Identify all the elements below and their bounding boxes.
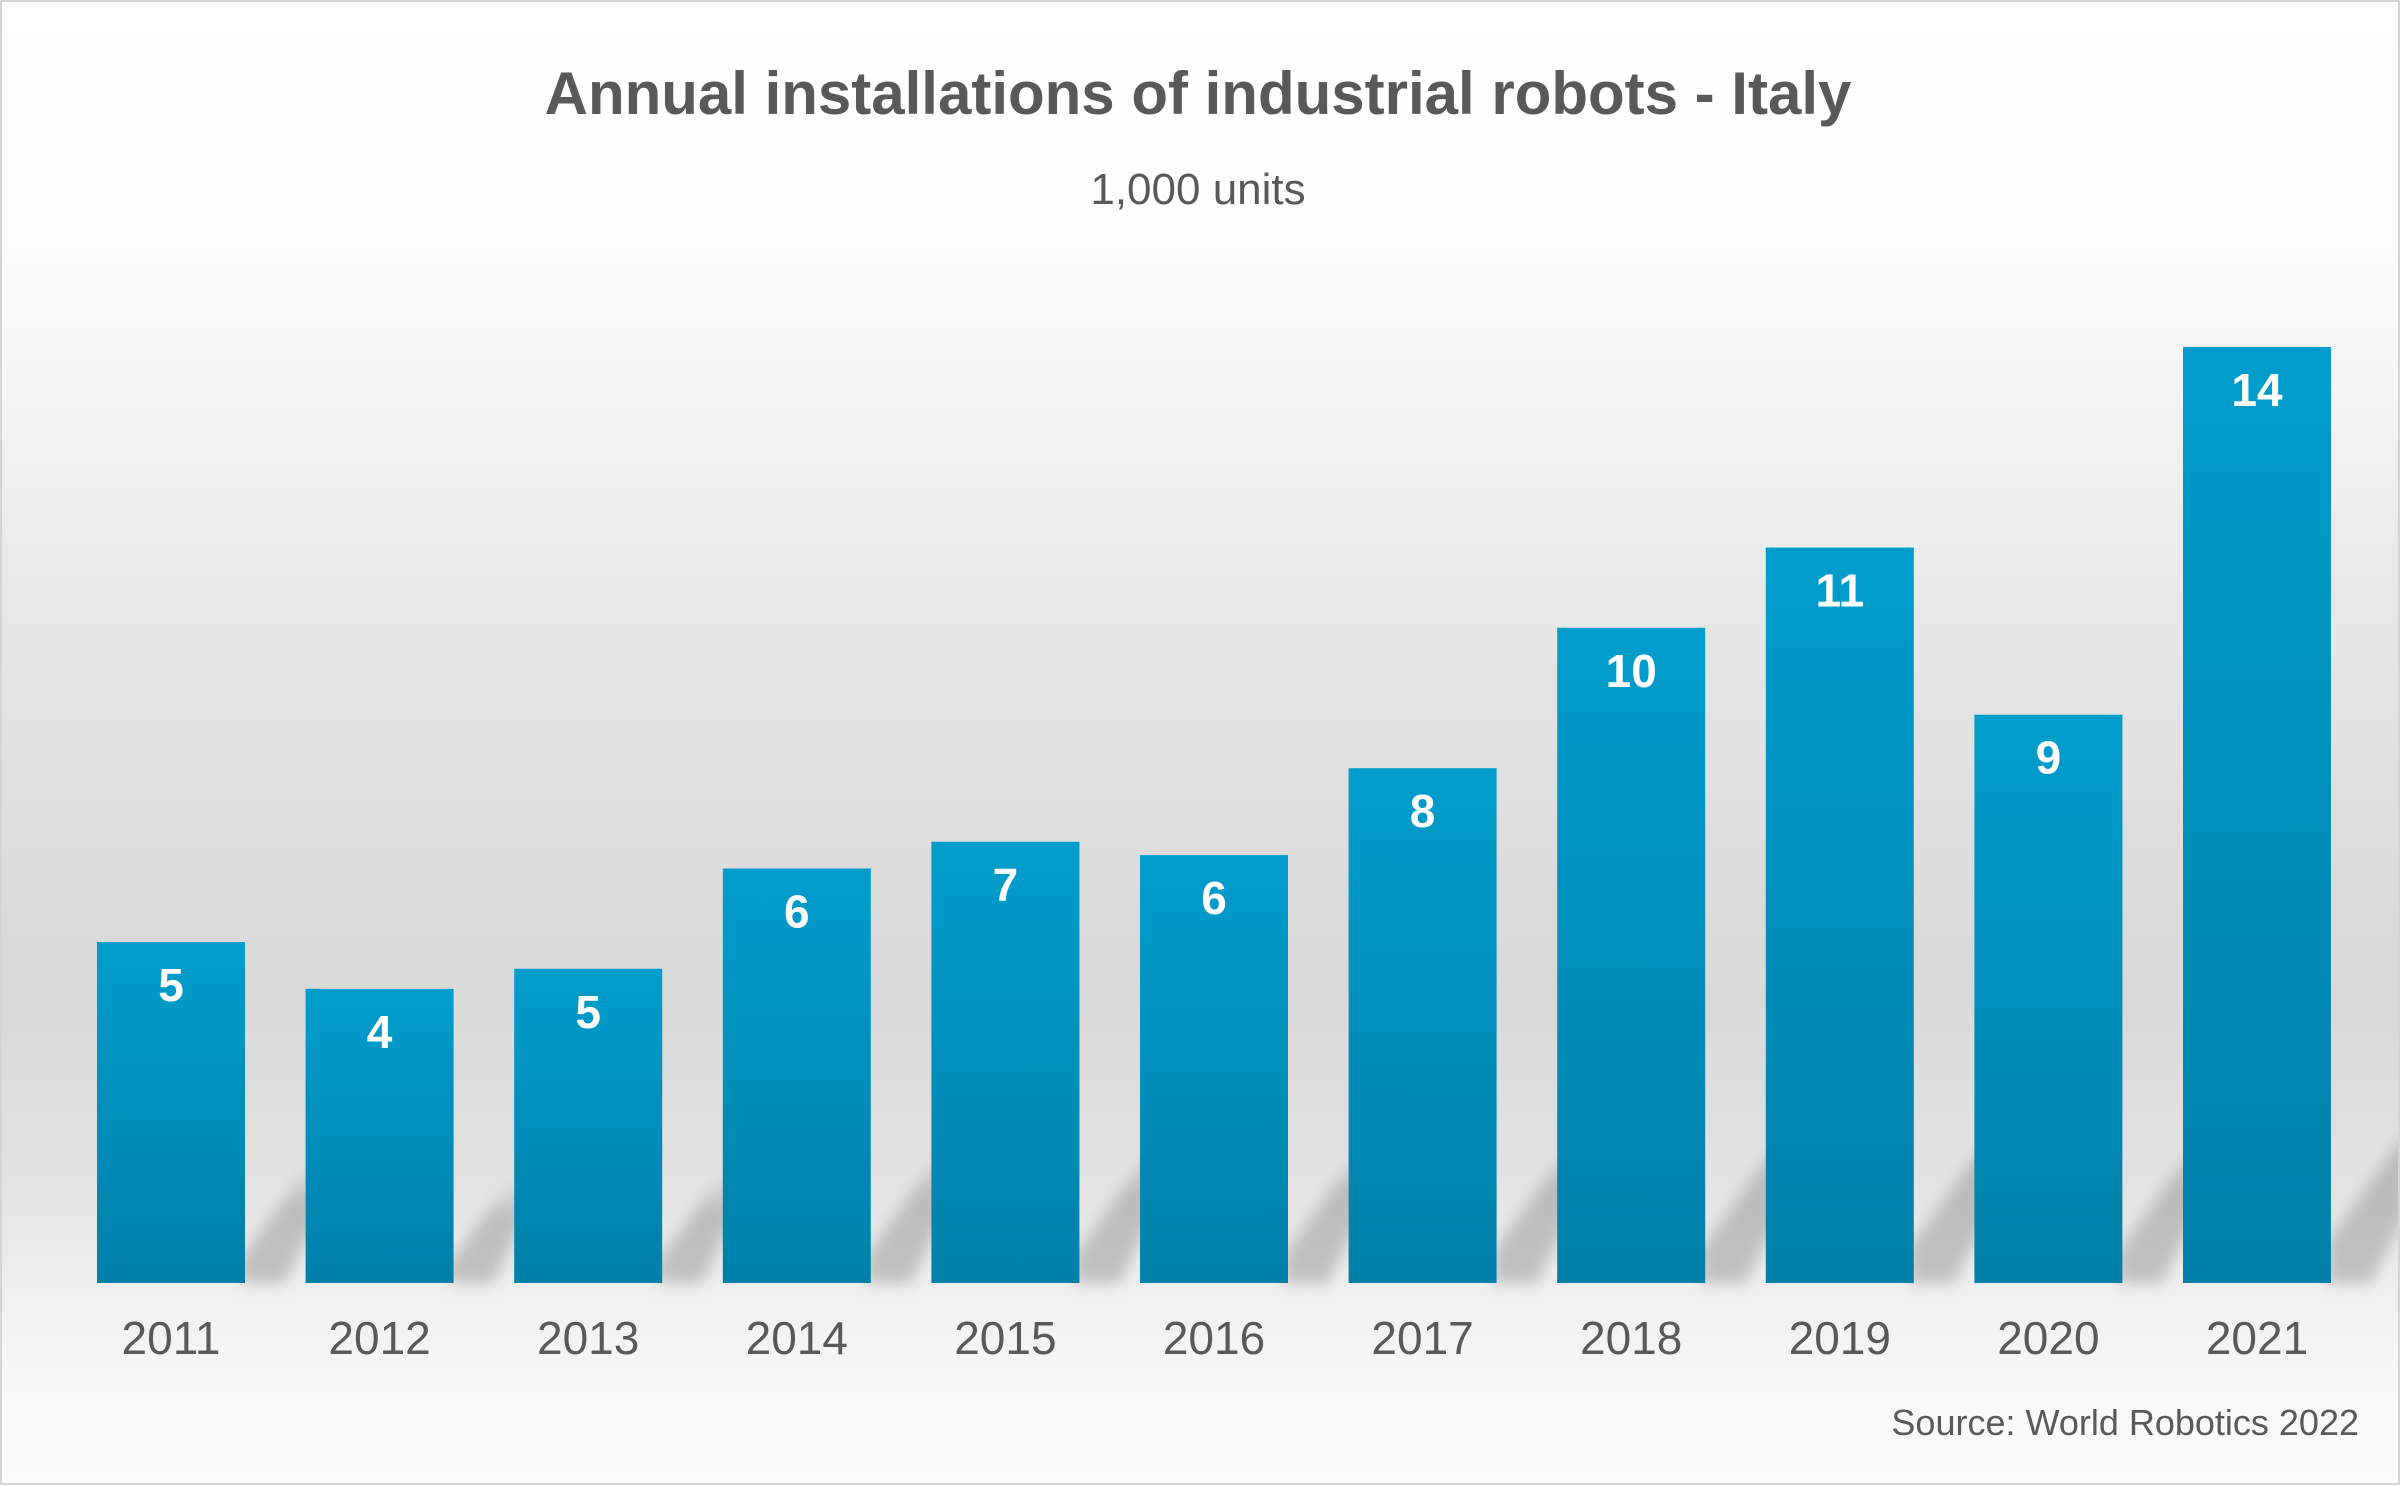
data-label: 9 xyxy=(2036,732,2062,784)
x-tick-label: 2017 xyxy=(1371,1312,1473,1364)
data-label: 8 xyxy=(1410,785,1436,837)
bar-2020 xyxy=(1974,714,2123,1283)
x-tick-label: 2012 xyxy=(328,1312,430,1364)
bar-2018 xyxy=(1557,627,1706,1283)
bar-2011 xyxy=(97,942,245,1283)
source-note: Source: World Robotics 2022 xyxy=(1891,1402,2359,1443)
x-tick-label: 2016 xyxy=(1163,1312,1265,1364)
bars-group xyxy=(97,347,2331,1283)
data-label: 5 xyxy=(575,986,601,1038)
bar-2019 xyxy=(1765,547,1914,1283)
data-label: 6 xyxy=(784,885,810,937)
x-tick-label: 2014 xyxy=(746,1312,848,1364)
x-tick-label: 2019 xyxy=(1789,1312,1891,1364)
bar-2012 xyxy=(305,988,454,1283)
x-tick-label: 2015 xyxy=(954,1312,1056,1364)
bar-2017 xyxy=(1348,768,1497,1283)
bar-2016 xyxy=(1140,855,1288,1283)
data-label: 14 xyxy=(2231,364,2283,416)
bar-2021 xyxy=(2183,347,2331,1283)
data-label: 7 xyxy=(993,859,1019,911)
bar-2014 xyxy=(722,868,871,1283)
data-label: 4 xyxy=(367,1006,393,1058)
chart-subtitle: 1,000 units xyxy=(1090,165,1305,214)
data-label: 6 xyxy=(1201,872,1227,924)
data-label: 10 xyxy=(1606,645,1657,697)
chart-title: Annual installations of industrial robot… xyxy=(545,60,1852,127)
bar-shadow xyxy=(2327,1143,2398,1283)
bar-2015 xyxy=(931,841,1080,1283)
x-tick-label: 2011 xyxy=(122,1312,221,1364)
data-label: 5 xyxy=(158,959,184,1011)
data-labels-group: 5 4 5 6 7 6 8 10 11 9 14 xyxy=(158,364,2283,1058)
bar-2013 xyxy=(514,968,663,1283)
data-label: 11 xyxy=(1815,565,1864,617)
x-axis-ticks: 2011 2012 2013 2014 2015 2016 2017 2018 2019 2020… xyxy=(122,1312,2309,1364)
x-tick-label: 2013 xyxy=(537,1312,639,1364)
x-tick-label: 2018 xyxy=(1580,1312,1682,1364)
x-tick-label: 2021 xyxy=(2206,1312,2308,1364)
x-tick-label: 2020 xyxy=(1997,1312,2099,1364)
